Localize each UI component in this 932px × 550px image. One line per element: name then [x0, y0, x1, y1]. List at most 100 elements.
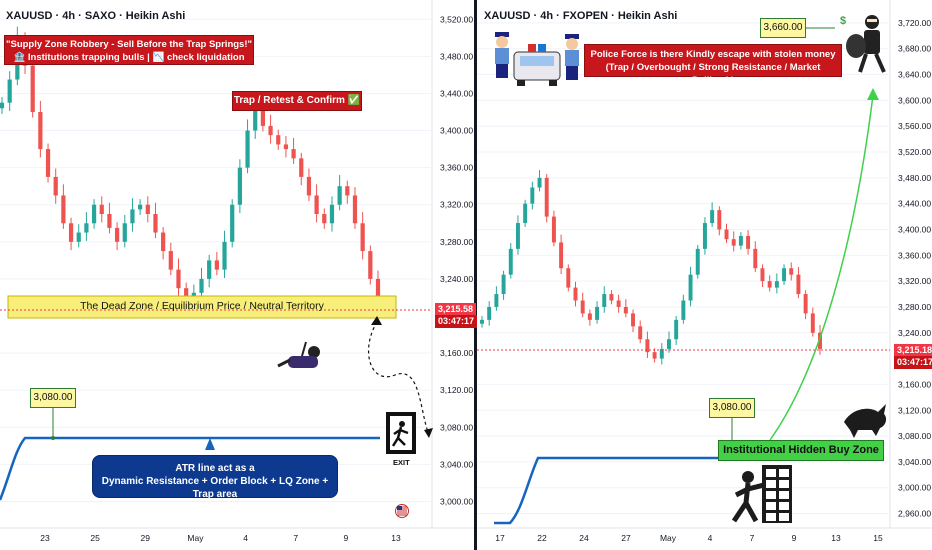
right-candle-body [803, 294, 808, 314]
right-candle-body [688, 274, 693, 301]
right-candle-body [695, 248, 700, 275]
right-candle-body [738, 235, 743, 246]
left-candle-body [322, 214, 327, 224]
right-candle-body [573, 287, 578, 301]
right-candle-body [559, 242, 564, 269]
right-candle-body [515, 223, 520, 249]
left-candle-body [114, 227, 120, 242]
vault-slot [779, 491, 789, 499]
right-y-tick-label: 3,360.00 [898, 250, 931, 260]
institutional-buy-zone: Institutional Hidden Buy Zone [718, 440, 884, 461]
left-candle-body [207, 260, 212, 279]
right-candle-body [818, 332, 822, 349]
trap-note: Trap / Retest & Confirm ✅ [232, 91, 362, 111]
atr-level-callout: 3,080.00 [30, 388, 76, 408]
robber-with-bag-icon: $ [840, 15, 886, 73]
right-y-tick-label: 3,320.00 [898, 276, 931, 286]
right-x-tick-label: 4 [708, 533, 713, 543]
thief-body [731, 482, 765, 523]
left-candle-body [306, 176, 312, 196]
right-x-tick-label: 9 [792, 533, 797, 543]
thief-head [742, 471, 754, 483]
left-candle-body [352, 195, 358, 224]
police-hat [565, 34, 579, 39]
left-x-tick-label: May [187, 533, 204, 543]
left-candle-body [168, 251, 173, 270]
target-arrowhead [867, 88, 879, 100]
left-y-tick-label: 3,320.00 [440, 200, 473, 210]
left-candle-body [68, 223, 74, 242]
right-y-tick-label: 3,640.00 [898, 70, 931, 80]
right-candle-body [810, 313, 815, 333]
atr-line1: ATR line act as a [175, 463, 255, 474]
right-x-tick-label: 27 [621, 533, 631, 543]
money-bag [846, 34, 866, 58]
left-candle-body [237, 167, 242, 205]
vault-slot [779, 513, 789, 521]
left-candle-body [76, 232, 81, 242]
right-candle-body [623, 306, 628, 314]
left-candle-body [253, 107, 258, 131]
right-candle-body [702, 223, 707, 249]
right-candle-body [767, 281, 772, 288]
left-candle-body [138, 204, 143, 210]
left-candle-body [107, 214, 112, 228]
bull-shape [844, 404, 887, 438]
left-candle-body [329, 204, 335, 224]
robber-legs [858, 53, 886, 73]
left-candle-body [84, 223, 89, 233]
police-officer-icon [565, 34, 579, 80]
supply-zone-note-line2: 🏦 Institutions trapping bulls | 📉 check … [13, 52, 245, 76]
right-candle-body [551, 216, 556, 243]
right-candle-body [566, 268, 571, 288]
exit-door-icon [386, 412, 416, 454]
left-candle-body [122, 223, 127, 242]
atr-box-pointer [205, 438, 215, 450]
robber-arm [301, 341, 307, 357]
left-candle-body [38, 112, 43, 150]
police-note: Police Force is there Kindly escape with… [584, 44, 842, 86]
right-y-tick-label: 3,240.00 [898, 328, 931, 338]
exit-path-arrowhead-up [371, 316, 382, 325]
left-x-tick-label: 7 [293, 533, 298, 543]
vault-slot [766, 469, 776, 477]
right-x-tick-label: 24 [579, 533, 589, 543]
left-candle-body [145, 204, 150, 214]
bull-icon [844, 404, 887, 438]
supply-zone-note: "Supply Zone Robbery - Sell Before the T… [4, 35, 254, 76]
left-candle-body [0, 102, 5, 109]
left-candle-body [176, 269, 181, 289]
right-y-tick-label: 3,680.00 [898, 44, 931, 54]
right-candle-body [544, 177, 549, 217]
right-candle-body [616, 300, 621, 307]
right-y-tick-label: 3,120.00 [898, 405, 931, 415]
left-y-tick-label: 3,040.00 [440, 459, 473, 469]
exit-path-arrow [368, 321, 429, 433]
left-candle-body [360, 223, 365, 252]
left-candle-body [222, 241, 227, 270]
left-candle-body [268, 125, 273, 136]
right-candle-body [746, 235, 751, 249]
buy-level-callout: 3,080.00 [709, 398, 755, 418]
left-y-tick-label: 3,480.00 [440, 51, 473, 61]
left-y-tick-label: 3,520.00 [440, 14, 473, 24]
right-y-tick-label: 3,280.00 [898, 302, 931, 312]
right-candle-body [501, 274, 506, 295]
atr-callout-dot [51, 436, 55, 440]
target-callout: 3,660.00 [760, 18, 806, 38]
police-note-line2: (Trap / Overbought / Strong Resistance /… [605, 62, 821, 86]
right-y-tick-label: 3,160.00 [898, 379, 931, 389]
right-candle-body [487, 306, 492, 320]
right-candle-body [667, 339, 671, 349]
left-candle-body [199, 278, 204, 293]
right-candle-body [731, 239, 736, 246]
right-candle-body [753, 248, 758, 269]
police-shirt [565, 50, 579, 66]
left-candle-body [91, 204, 97, 224]
left-candle-body [214, 260, 219, 270]
left-x-tick-label: 9 [343, 533, 348, 543]
dead-zone-band [7, 295, 397, 319]
left-candle-body [130, 209, 135, 224]
left-candle-body [230, 204, 235, 242]
